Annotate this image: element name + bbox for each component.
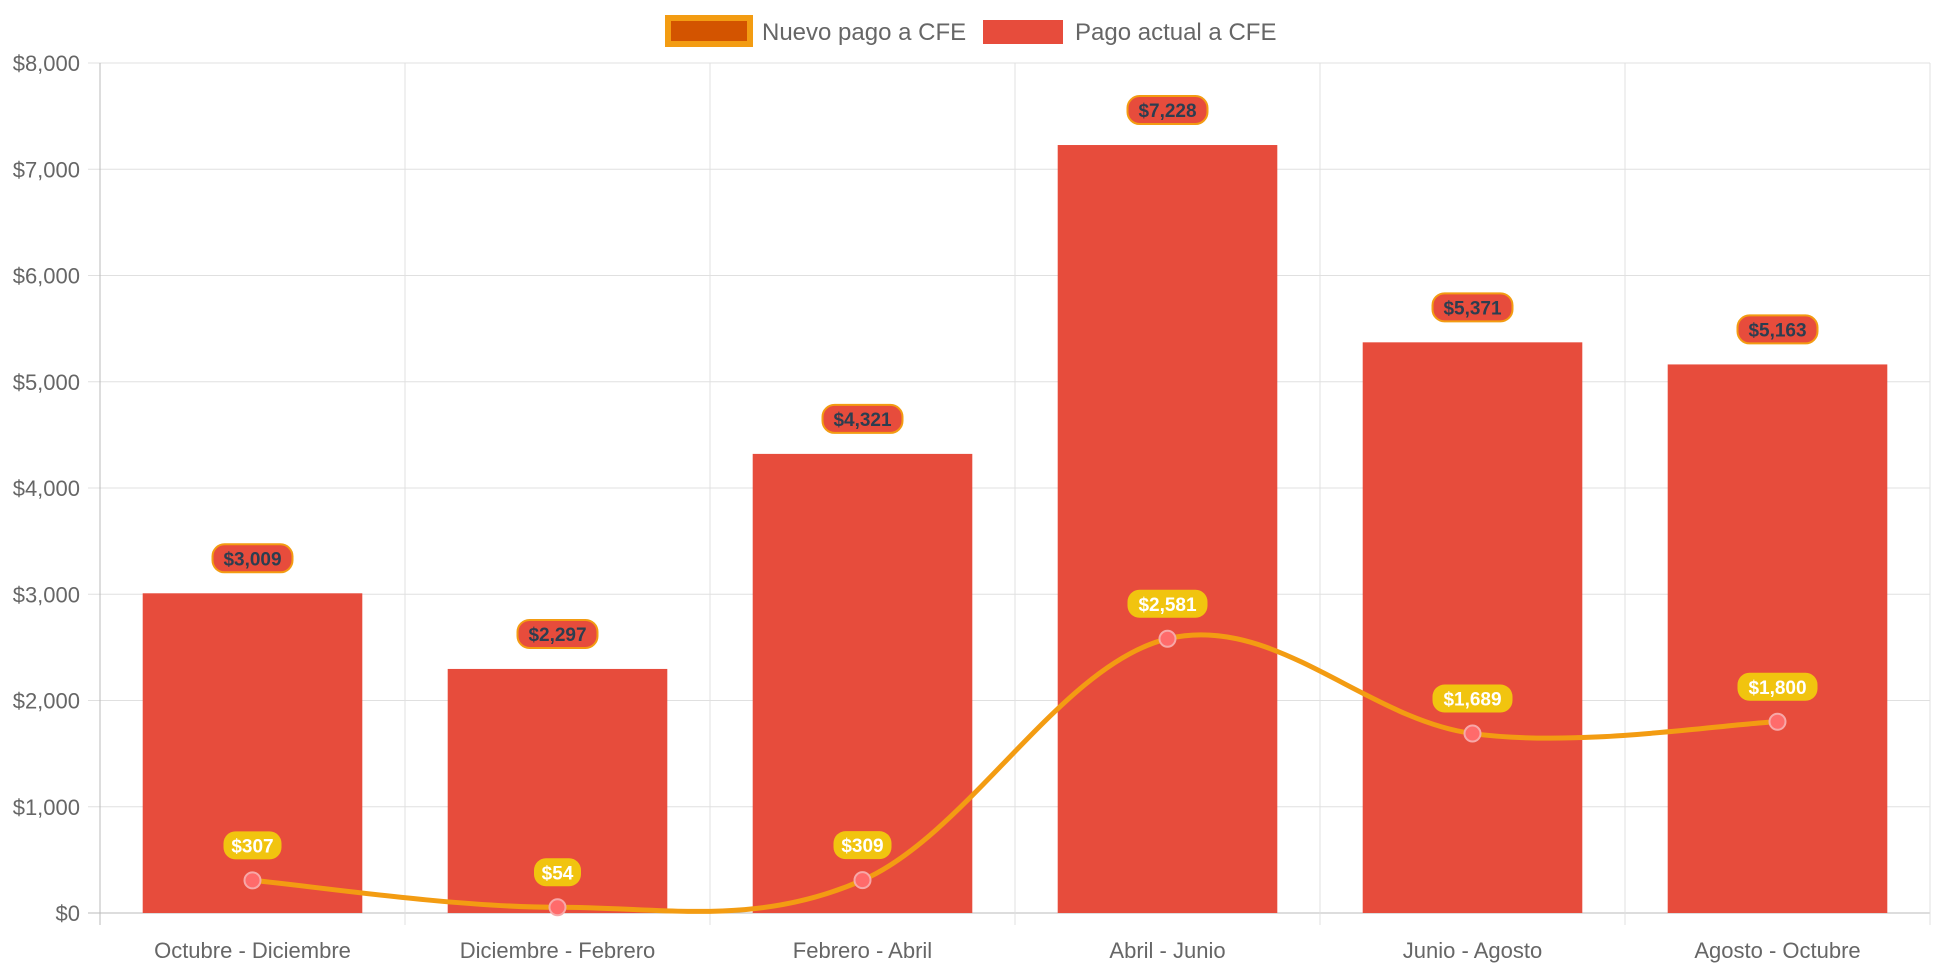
data-label: $2,581 [1138, 595, 1197, 616]
legend-item-bar[interactable]: Pago actual a CFE [983, 19, 1276, 46]
data-label-bg [1126, 95, 1209, 126]
series-line [250, 632, 1780, 914]
y-tick-label: $3,000 [13, 582, 80, 607]
data-labels: $3,009 $2,297 $4,321 $7,228 $5,371 $5,163 $307… [211, 95, 1819, 887]
line-point [1158, 629, 1177, 648]
grid [88, 62, 1931, 925]
data-label: $5,371 [1443, 298, 1502, 319]
data-label: $3,009 [223, 549, 281, 570]
y-tick-label: $8,000 [13, 51, 80, 76]
data-label: $4,321 [833, 410, 892, 431]
data-label-bg [1737, 672, 1818, 701]
axes: $0 $1,000 $2,000 $3,000 $4,000 $5,000 $6,000 $7… [13, 51, 1861, 963]
x-tick-label: Octubre - Diciembre [154, 938, 351, 963]
legend-label-bar: Pago actual a CFE [1075, 19, 1276, 46]
line-point [548, 898, 567, 917]
x-tick-label: Junio - Agosto [1403, 938, 1542, 963]
data-label-bg [833, 831, 892, 860]
y-tick-label: $7,000 [13, 157, 80, 182]
legend-label-line: Nuevo pago a CFE [762, 19, 966, 46]
line-point [1463, 724, 1482, 743]
line-series [243, 629, 1787, 917]
legend: Nuevo pago a CFE Pago actual a CFE [665, 15, 1276, 47]
data-label: $1,800 [1748, 678, 1806, 699]
data-label: $2,297 [528, 625, 586, 646]
line-point [1768, 712, 1787, 731]
legend-item-line[interactable]: Nuevo pago a CFE [665, 15, 966, 47]
bar-series [142, 145, 1888, 913]
data-label-bg [534, 858, 581, 887]
data-label: $309 [841, 836, 883, 857]
data-label-bg [1432, 684, 1513, 713]
data-label: $1,689 [1443, 690, 1501, 711]
y-tick-label: $5,000 [13, 370, 80, 395]
x-tick-label: Abril - Junio [1109, 938, 1225, 963]
data-label: $307 [231, 836, 273, 857]
data-label-bg [223, 831, 282, 860]
data-label: $7,228 [1138, 101, 1196, 122]
bar [1362, 342, 1583, 913]
legend-swatch-bar [983, 20, 1063, 44]
x-tick-label: Agosto - Octubre [1694, 938, 1860, 963]
data-label: $54 [542, 863, 574, 884]
y-tick-label: $0 [56, 901, 80, 926]
data-label-bg [1431, 292, 1514, 323]
y-tick-label: $6,000 [13, 264, 80, 289]
line-point [243, 871, 262, 890]
bar [1667, 364, 1888, 913]
bar [1057, 145, 1278, 913]
bar [142, 593, 363, 913]
data-label-bg [1127, 589, 1208, 618]
data-label-bg [1736, 314, 1819, 345]
legend-swatch-line [665, 15, 753, 47]
y-tick-label: $1,000 [13, 795, 80, 820]
data-label-bg [516, 618, 599, 649]
y-tick-label: $2,000 [13, 689, 80, 714]
x-tick-label: Febrero - Abril [793, 938, 932, 963]
data-label-bg [821, 403, 904, 434]
data-label: $5,163 [1748, 320, 1806, 341]
line-point [853, 871, 872, 890]
data-label-bg [211, 543, 294, 574]
x-tick-label: Diciembre - Febrero [460, 938, 656, 963]
y-tick-label: $4,000 [13, 476, 80, 501]
